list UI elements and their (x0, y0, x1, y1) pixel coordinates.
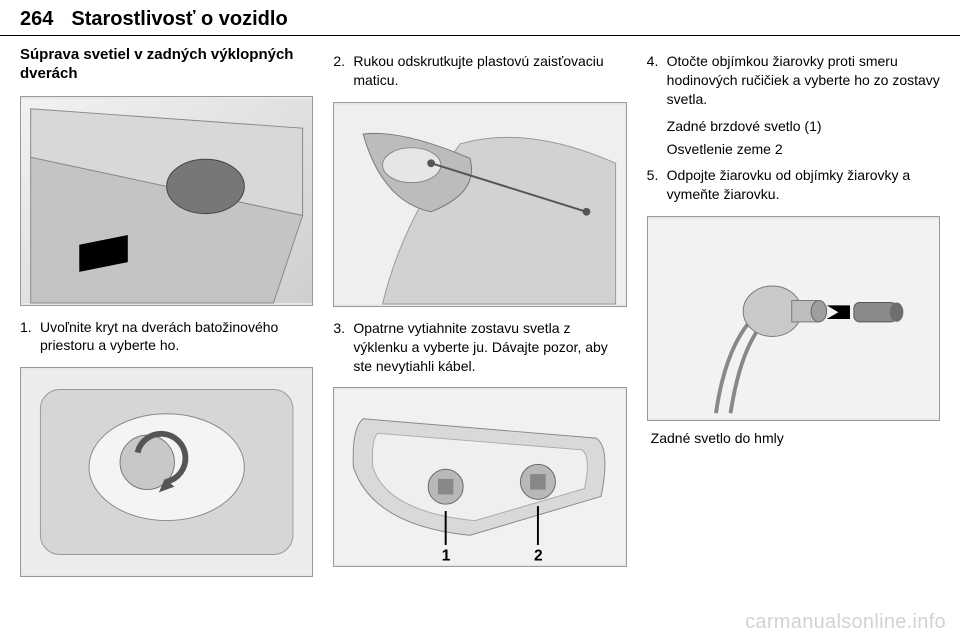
column-2: 2. Rukou odskrutkujte plastovú zaisťovac… (333, 46, 626, 583)
content-columns: Súprava svetiel v zadných výklopných dve… (0, 46, 960, 583)
page-header: 264 Starostlivosť o vozidlo (0, 0, 960, 36)
step-number: 5. (647, 166, 665, 204)
col1-image-1 (20, 96, 313, 306)
page-number: 264 (20, 8, 53, 31)
col3-caption: Zadné svetlo do hmly (651, 429, 940, 448)
col1-subhead: Súprava svetiel v zadných výklopných dve… (20, 46, 313, 84)
step-number: 3. (333, 319, 351, 376)
col3-line-b: Osvetlenie zeme 2 (667, 140, 940, 159)
col3-line-a: Zadné brzdové svetlo (1) (667, 117, 940, 136)
step-text: Rukou odskrutkujte plastovú zaisťovaciu … (353, 52, 626, 90)
step-number: 2. (333, 52, 351, 90)
step-text: Odpojte žiarovku od objímky žiarovky a v… (667, 166, 940, 204)
col2-step-2: 2. Rukou odskrutkujte plastovú zaisťovac… (333, 52, 626, 90)
watermark-text: carmanualsonline.info (745, 611, 946, 634)
diagram-label-1: 1 (442, 548, 451, 565)
step-text: Uvoľnite kryt na dverách batožinového pr… (40, 318, 313, 356)
diagram-label-2: 2 (534, 548, 543, 565)
col3-image-1 (647, 216, 940, 421)
col2-image-2: 1 2 (333, 387, 626, 567)
step-number: 1. (20, 318, 38, 356)
chapter-title: Starostlivosť o vozidlo (71, 8, 287, 31)
column-3: 4. Otočte objímkou žiarovky proti smeru … (647, 46, 940, 583)
col1-image-2 (20, 367, 313, 577)
col3-step-4: 4. Otočte objímkou žiarovky proti smeru … (647, 52, 940, 109)
step-text: Otočte objímkou žiarovky proti smeru hod… (667, 52, 940, 109)
step-number: 4. (647, 52, 665, 109)
col2-step-3: 3. Opatrne vytiahnite zostavu svetla z v… (333, 319, 626, 376)
step-text: Opatrne vytiahnite zostavu svetla z výkl… (353, 319, 626, 376)
column-1: Súprava svetiel v zadných výklopných dve… (20, 46, 313, 583)
col3-step-5: 5. Odpojte žiarovku od objímky žiarovky … (647, 166, 940, 204)
col1-step-1: 1. Uvoľnite kryt na dverách batožinového… (20, 318, 313, 356)
col2-image-1 (333, 102, 626, 307)
